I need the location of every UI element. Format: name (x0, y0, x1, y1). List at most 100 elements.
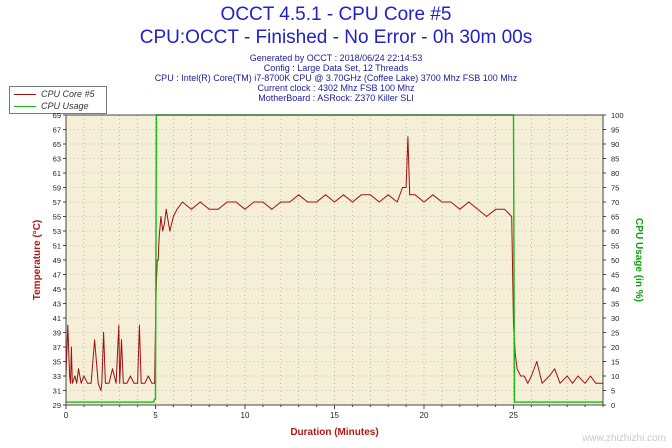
data-point-temperature (477, 208, 479, 210)
data-point-temperature (253, 201, 255, 203)
y-left-tick-label: 41 (53, 314, 61, 323)
info-current-clock: Current clock : 4302 Mhz FSB 100 Mhz (257, 83, 415, 93)
y-right-tick-label: 55 (611, 242, 619, 251)
data-point-temperature (407, 136, 409, 138)
data-point-temperature (94, 339, 96, 341)
data-point-temperature (69, 375, 70, 377)
y-right-tick-label: 20 (611, 343, 619, 352)
y-left-tick-label: 37 (53, 343, 61, 352)
y-left-tick-label: 67 (53, 126, 61, 135)
y-right-tick-label: 60 (611, 227, 619, 236)
data-point-temperature (378, 201, 380, 203)
data-point-temperature (103, 332, 104, 333)
data-point-temperature (137, 382, 139, 384)
data-point-temperature (387, 194, 389, 196)
y-right-tick-label: 40 (611, 285, 619, 294)
series-line-usage (66, 114, 603, 403)
data-point-temperature (298, 194, 300, 196)
data-point-temperature (520, 375, 522, 377)
data-point-temperature (122, 382, 124, 384)
y-left-tick-label: 39 (53, 329, 61, 338)
x-tick-label: 25 (509, 411, 518, 420)
data-point-temperature (432, 194, 434, 196)
data-point-usage (155, 398, 156, 400)
y-left-tick-label: 63 (53, 155, 61, 164)
info-generated: Generated by OCCT : 2018/06/24 22:14:53 (249, 53, 423, 63)
data-point-temperature (208, 208, 210, 210)
data-point-temperature (151, 382, 153, 384)
y-right-tick-label: 30 (611, 314, 619, 323)
data-point-temperature (495, 208, 496, 210)
data-point-temperature (402, 187, 403, 188)
y-right-tick-label: 95 (611, 126, 619, 135)
data-point-temperature (74, 375, 76, 377)
data-point-temperature (67, 324, 69, 326)
data-point-temperature (181, 201, 183, 203)
y-left-tick-label: 49 (53, 256, 61, 265)
data-point-usage (513, 401, 515, 403)
data-point-temperature (165, 208, 167, 210)
data-point-temperature (121, 339, 122, 341)
plot-frame (65, 114, 604, 406)
data-point-temperature (334, 201, 335, 203)
data-point-temperature (108, 382, 110, 384)
y-left-tick-label: 59 (53, 184, 61, 193)
data-point-temperature (80, 382, 82, 384)
legend-swatch-usage (14, 105, 36, 107)
y-left-tick-label: 33 (53, 372, 61, 381)
data-point-temperature (504, 208, 505, 210)
legend-label-temperature: CPU Core #5 (41, 89, 95, 99)
data-point-temperature (343, 194, 344, 196)
data-point-temperature (352, 201, 353, 203)
data-point-temperature (76, 382, 78, 384)
y-right-tick-label: 5 (611, 387, 615, 396)
data-point-temperature (271, 208, 273, 210)
data-point-temperature (531, 375, 532, 377)
data-point-temperature (289, 201, 291, 203)
x-axis-label: Duration (Minutes) (290, 427, 378, 438)
data-point-temperature (133, 382, 135, 384)
data-point-temperature (199, 201, 201, 203)
data-point-temperature (523, 375, 525, 377)
data-point-temperature (97, 382, 99, 384)
data-point-temperature (441, 201, 443, 203)
data-point-temperature (162, 230, 164, 232)
chart-title-line2: CPU:OCCT - Finished - No Error - 0h 30m … (139, 27, 533, 48)
y-right-tick-label: 65 (611, 213, 619, 222)
y-left-tick-label: 31 (53, 387, 61, 396)
data-point-temperature (164, 223, 165, 225)
y-right-tick-label: 10 (611, 372, 619, 381)
data-point-temperature (554, 368, 556, 370)
axis-ticks: 0 5 10 15 20 25293133353739414345474951535557… (53, 111, 624, 420)
data-point-temperature (396, 201, 398, 203)
data-point-temperature (83, 375, 85, 377)
data-point-temperature (316, 201, 317, 203)
data-point-temperature (595, 382, 597, 384)
data-point-temperature (173, 216, 174, 217)
data-point-temperature (590, 375, 591, 377)
data-point-temperature (176, 208, 178, 210)
y-right-tick-label: 50 (611, 256, 619, 265)
data-point-temperature (154, 382, 156, 384)
data-point-temperature (450, 201, 452, 203)
data-point-temperature (156, 259, 158, 261)
data-point-temperature (87, 382, 88, 384)
y-left-tick-label: 43 (53, 300, 61, 309)
data-point-temperature (360, 194, 362, 196)
y-right-tick-label: 0 (611, 401, 615, 410)
info-config: Config : Large Data Set, 12 Threads (263, 63, 409, 73)
data-point-temperature (126, 382, 128, 384)
data-point-temperature (112, 368, 113, 370)
info-cpu: CPU : Intel(R) Core(TM) i7-8700K CPU @ 3… (154, 73, 518, 83)
y-right-tick-label: 25 (611, 329, 619, 338)
data-point-temperature (280, 201, 282, 203)
y-axis-right-label: CPU Usage (in %) (633, 218, 644, 302)
data-point-temperature (70, 382, 71, 384)
y-right-tick-label: 70 (611, 198, 619, 207)
data-point-temperature (405, 187, 407, 188)
data-point-temperature (158, 237, 160, 239)
legend-swatch-temperature (14, 93, 36, 95)
data-point-temperature (527, 382, 529, 384)
data-point-temperature (104, 382, 106, 384)
y-left-tick-label: 29 (53, 401, 61, 410)
